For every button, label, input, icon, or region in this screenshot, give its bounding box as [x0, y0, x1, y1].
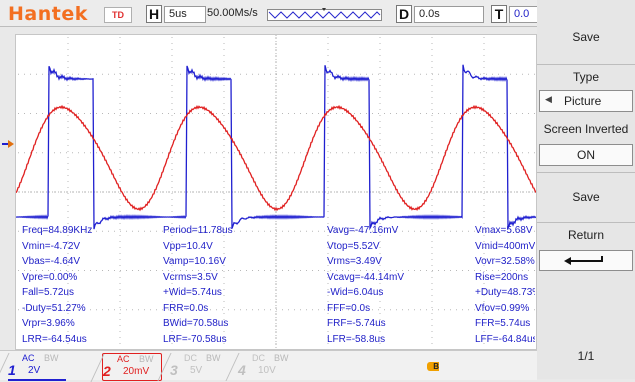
channel-number: 1: [8, 362, 16, 378]
menu-divider: [537, 222, 635, 223]
trigger-position-waveform-icon: [267, 8, 382, 21]
brand-logo: Hantek: [8, 3, 88, 25]
td-indicator: TD: [104, 7, 132, 23]
channel1-ground-marker-icon[interactable]: [2, 138, 15, 150]
measurement-value: Vrms=3.49V: [327, 256, 382, 267]
measurement-value: FFR=5.74us: [475, 318, 531, 329]
screen-inverted-value: ON: [577, 148, 595, 162]
return-label: Return: [567, 228, 605, 242]
type-value: Picture: [564, 94, 602, 108]
return-button[interactable]: [539, 250, 633, 271]
measurement-value: Vbas=-4.64V: [22, 256, 81, 267]
measurement-value: -Wid=6.04us: [327, 287, 384, 298]
measurement-value: LRR=-64.54us: [22, 333, 87, 345]
channel-4-indicator[interactable]: 4 DC BW 10V: [225, 353, 296, 381]
measurement-value: LFF=-64.84us: [475, 333, 535, 345]
menu-divider: [537, 64, 635, 65]
measurement-value: Vovr=32.58%: [475, 256, 535, 267]
measurement-value: Rise=200ns: [475, 271, 529, 283]
measurement-value: +Duty=48.73%: [475, 287, 535, 298]
measurement-value: Vmid=400mV: [475, 240, 535, 252]
channel-scale: 10V: [258, 365, 276, 376]
measurement-panel: Freq=84.89KHz Period=11.78us Vavg=-47.16mV…: [16, 221, 536, 349]
type-label: Type: [572, 70, 599, 84]
measurement-value: Vamp=10.16V: [163, 256, 226, 267]
measurement-value: Vmax=5.68V: [475, 225, 533, 236]
return-arrow-icon: [564, 256, 603, 265]
channel-3-indicator[interactable]: 3 DC BW 5V: [157, 353, 228, 381]
usb-icon: B: [427, 362, 439, 371]
channel-number: 3: [170, 362, 178, 378]
measurement-value: Vcavg=-44.14mV: [327, 271, 404, 283]
measurement-value: +Wid=5.74us: [163, 287, 222, 298]
channel-1-indicator[interactable]: 1 AC BW 2V: [0, 353, 66, 381]
channel-coupling: AC: [117, 354, 130, 364]
menu-divider: [537, 172, 635, 173]
oscilloscope-display[interactable]: Freq=84.89KHz Period=11.78us Vavg=-47.16mV…: [15, 34, 537, 350]
screen-inverted-toggle[interactable]: ON: [539, 144, 633, 166]
graticule: [16, 35, 536, 349]
measurement-value: FRR=0.0s: [163, 302, 209, 314]
measurement-value: Vmin=-4.72V: [22, 240, 81, 252]
channel-coupling: DC: [184, 353, 197, 363]
channel-coupling: DC: [252, 353, 265, 363]
measurement-value: Vpp=10.4V: [163, 240, 213, 252]
delay-field[interactable]: 0.0s: [414, 6, 484, 23]
measurement-value: Vavg=-47.16mV: [327, 225, 399, 236]
channel-bw-limit: BW: [274, 353, 289, 363]
measurement-value: Vfov=0.99%: [475, 302, 530, 314]
horizontal-label: H: [146, 5, 162, 23]
measurement-value: Vpre=0.00%: [22, 271, 78, 283]
measurement-value: LFR=-58.8us: [327, 333, 386, 345]
screen-inverted-label: Screen Inverted: [543, 122, 629, 136]
measurement-value: Vtop=5.52V: [327, 240, 380, 252]
type-selector[interactable]: ◀ Picture: [539, 90, 633, 112]
triangle-left-icon: ◀: [545, 94, 552, 104]
channel-number: 2: [103, 363, 111, 379]
top-status-bar: Hantek TD H 5us 50.00Ms/s D 0.0s T 0.0: [0, 0, 541, 27]
measurement-value: Vrpr=3.96%: [22, 318, 75, 329]
trigger-level-field[interactable]: 0.0: [509, 6, 541, 23]
channel-scale: 20mV: [123, 366, 150, 377]
measurement-value: BWid=70.58us: [163, 318, 229, 329]
save-button[interactable]: Save: [572, 190, 600, 204]
timebase-field[interactable]: 5us: [164, 6, 206, 23]
measurement-value: -Duty=51.27%: [22, 302, 86, 314]
measurement-value: LRF=-70.58us: [163, 333, 227, 345]
measurement-value: FRF=-5.74us: [327, 318, 386, 329]
menu-title: Save: [572, 30, 600, 44]
channel-scale: 5V: [190, 365, 203, 376]
channel-bw-limit: BW: [44, 353, 59, 363]
channel1-waveform: [16, 64, 536, 231]
measurement-value: FFF=0.0s: [327, 302, 371, 314]
waveform-area: [16, 35, 536, 349]
channel-bw-limit: BW: [139, 354, 154, 364]
delay-label: D: [396, 5, 412, 23]
trigger-label: T: [491, 5, 507, 23]
channel-status-bar: 1 AC BW 2V 2 AC BW 20mV 3 DC BW 5V 4 DC BW 10V: [0, 350, 537, 382]
page-indicator: 1/1: [577, 349, 595, 363]
measurement-value: Freq=84.89KHz: [22, 225, 93, 236]
save-menu-panel: Save Type ◀ Picture Screen Inverted ON S…: [537, 0, 635, 379]
sample-rate: 50.00Ms/s: [207, 7, 258, 19]
measurement-value: Fall=5.72us: [22, 287, 74, 298]
channel2-waveform: [16, 104, 536, 212]
measurement-value: Vcrms=3.5V: [163, 271, 218, 283]
channel-number: 4: [238, 362, 246, 378]
channel-coupling: AC: [22, 353, 35, 363]
channel-2-indicator[interactable]: 2 AC BW 20mV: [90, 353, 162, 382]
channel-bw-limit: BW: [206, 353, 221, 363]
channel-scale: 2V: [28, 365, 41, 376]
measurement-value: Period=11.78us: [163, 225, 233, 236]
